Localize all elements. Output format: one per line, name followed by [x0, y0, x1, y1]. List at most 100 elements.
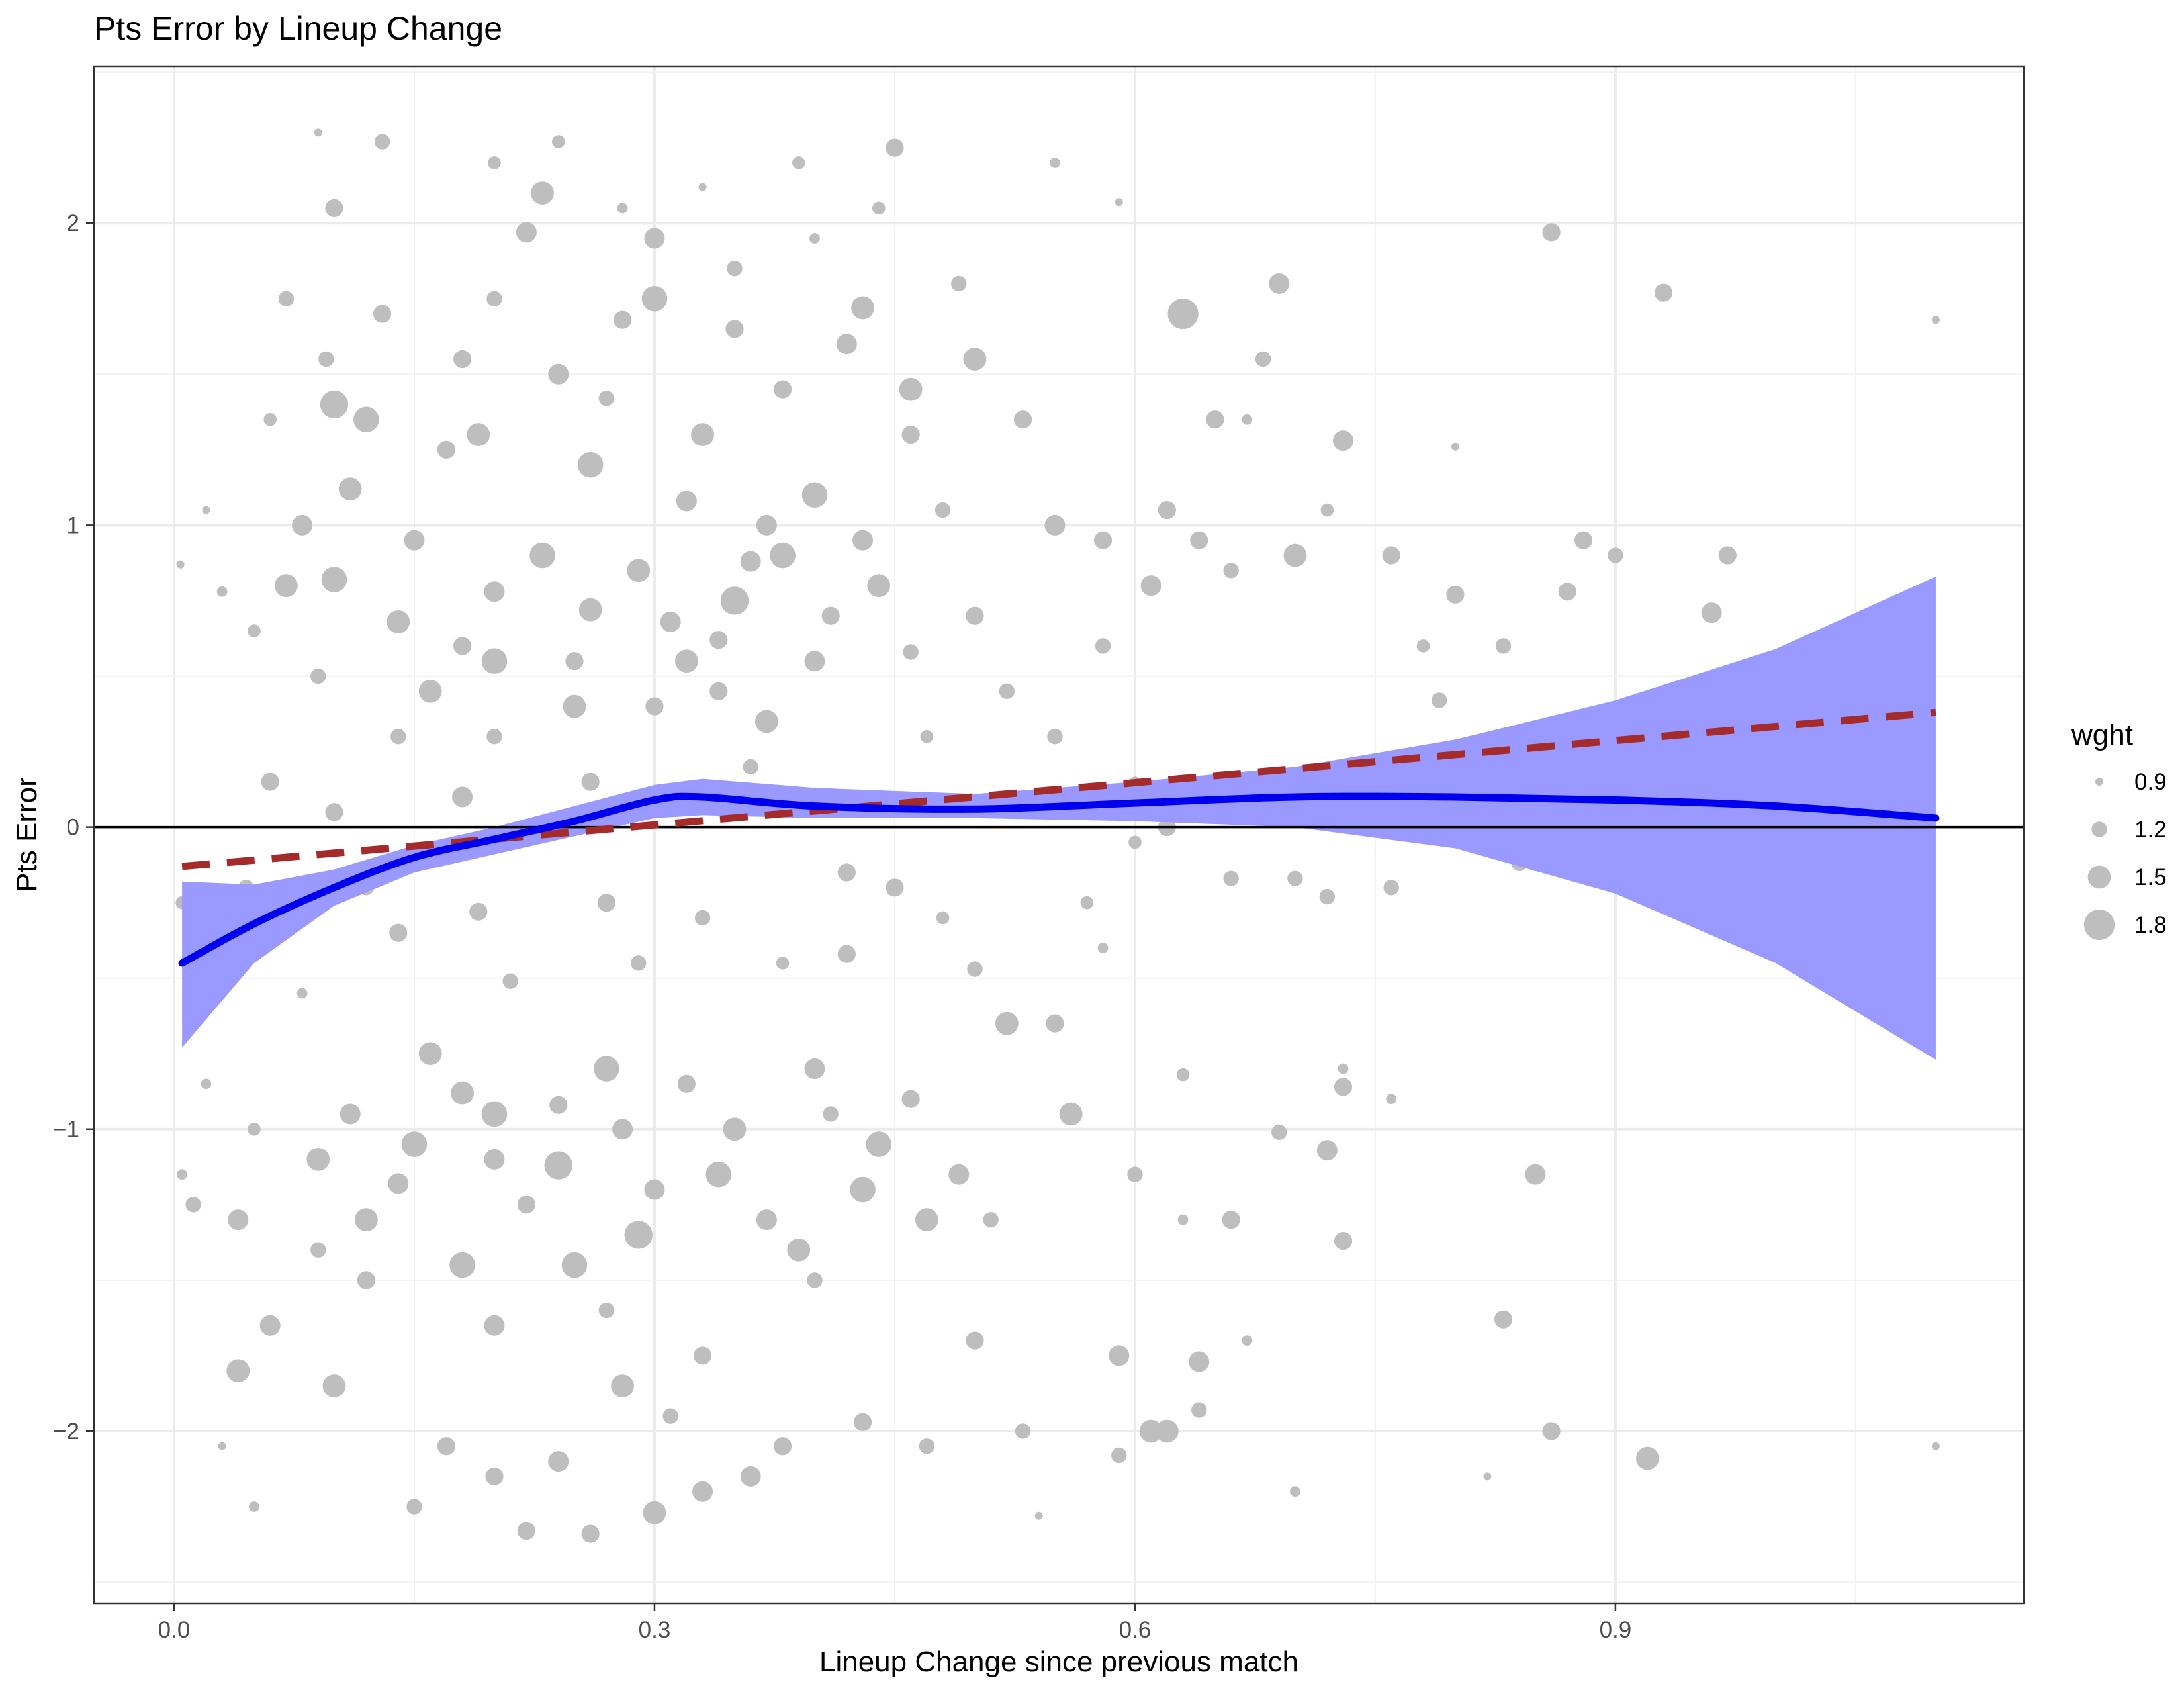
data-point	[228, 1209, 249, 1231]
data-point	[948, 1164, 970, 1185]
x-tick-label: 0.0	[158, 1617, 191, 1643]
data-point	[310, 1242, 326, 1258]
data-point	[296, 988, 308, 999]
y-tick-label: −2	[53, 1419, 79, 1444]
data-point	[823, 1106, 839, 1122]
data-point	[691, 423, 714, 446]
data-point	[1189, 1351, 1210, 1372]
data-point	[318, 351, 334, 367]
data-point	[1115, 198, 1123, 207]
data-point	[983, 1211, 999, 1228]
data-point	[437, 440, 455, 459]
data-point	[886, 878, 904, 897]
data-point	[563, 694, 586, 718]
data-point	[325, 199, 343, 218]
data-point	[867, 574, 891, 598]
data-point	[561, 1252, 588, 1278]
data-point	[951, 275, 967, 292]
data-point	[1525, 1164, 1546, 1185]
data-point	[853, 1413, 872, 1431]
data-point	[531, 181, 554, 205]
data-point	[773, 1437, 792, 1456]
data-point	[516, 222, 537, 243]
data-point	[1050, 158, 1060, 168]
data-point	[517, 1196, 535, 1214]
data-point	[481, 1101, 508, 1127]
data-point	[612, 1119, 633, 1140]
data-point	[581, 773, 600, 791]
data-point	[1190, 531, 1208, 549]
data-point	[453, 637, 472, 655]
data-point	[644, 228, 665, 249]
data-point	[486, 291, 502, 306]
data-point	[1044, 514, 1066, 536]
data-point	[801, 482, 828, 508]
data-point	[693, 1346, 712, 1365]
data-point	[1316, 1140, 1338, 1161]
data-point	[1140, 575, 1161, 596]
data-point	[1095, 638, 1111, 654]
data-point	[451, 1081, 474, 1105]
data-point	[594, 1056, 619, 1082]
data-point	[1446, 585, 1465, 604]
data-point	[720, 586, 749, 615]
data-point	[373, 305, 392, 323]
data-point	[660, 611, 681, 632]
y-tick-label: −1	[53, 1117, 79, 1143]
data-point	[548, 363, 569, 385]
data-point	[899, 377, 923, 401]
data-point	[1191, 1402, 1207, 1418]
y-tick-label: 1	[67, 512, 79, 538]
data-point	[1334, 1231, 1353, 1250]
x-tick-label: 0.6	[1119, 1617, 1152, 1643]
legend-label: 1.5	[2134, 865, 2167, 890]
data-point	[314, 128, 322, 137]
data-point	[1206, 410, 1224, 429]
data-point	[1320, 503, 1334, 517]
data-point	[698, 183, 707, 191]
data-point	[418, 679, 442, 703]
data-point	[901, 1090, 920, 1108]
data-point	[1177, 1214, 1189, 1225]
data-point	[809, 233, 820, 244]
data-point	[1701, 602, 1722, 624]
data-point	[322, 1374, 346, 1397]
data-point	[1158, 500, 1176, 520]
data-point	[920, 729, 934, 743]
data-point	[1287, 870, 1303, 886]
data-point	[1034, 1511, 1043, 1520]
data-point	[936, 911, 950, 925]
data-point	[325, 803, 343, 821]
data-point	[740, 1466, 761, 1487]
data-point	[837, 945, 856, 963]
data-point	[485, 1467, 504, 1486]
legend-label: 1.2	[2134, 817, 2167, 843]
data-point	[353, 406, 379, 433]
data-point	[418, 1042, 442, 1066]
data-point	[1255, 351, 1271, 367]
data-point	[389, 923, 408, 942]
data-point	[1046, 1014, 1064, 1033]
data-point	[1167, 298, 1199, 330]
data-point	[1097, 943, 1109, 953]
data-point	[1290, 1486, 1300, 1497]
data-point	[354, 1208, 378, 1232]
data-point	[836, 334, 857, 355]
data-point	[674, 649, 698, 673]
data-point	[773, 380, 792, 399]
data-point	[1223, 870, 1239, 886]
data-point	[692, 1481, 713, 1502]
data-point	[1333, 430, 1354, 451]
x-axis-ticks: 0.0 0.3 0.6 0.9	[158, 1603, 1631, 1643]
data-point	[624, 1221, 653, 1249]
data-point	[743, 759, 758, 775]
data-point	[1127, 1166, 1143, 1182]
data-point	[1242, 1335, 1253, 1346]
legend-key	[2091, 821, 2107, 837]
data-point	[551, 135, 565, 148]
data-point	[549, 1096, 568, 1114]
data-point	[1542, 223, 1561, 242]
data-point	[792, 156, 805, 169]
data-point	[1176, 1068, 1190, 1082]
data-point	[1574, 531, 1593, 549]
